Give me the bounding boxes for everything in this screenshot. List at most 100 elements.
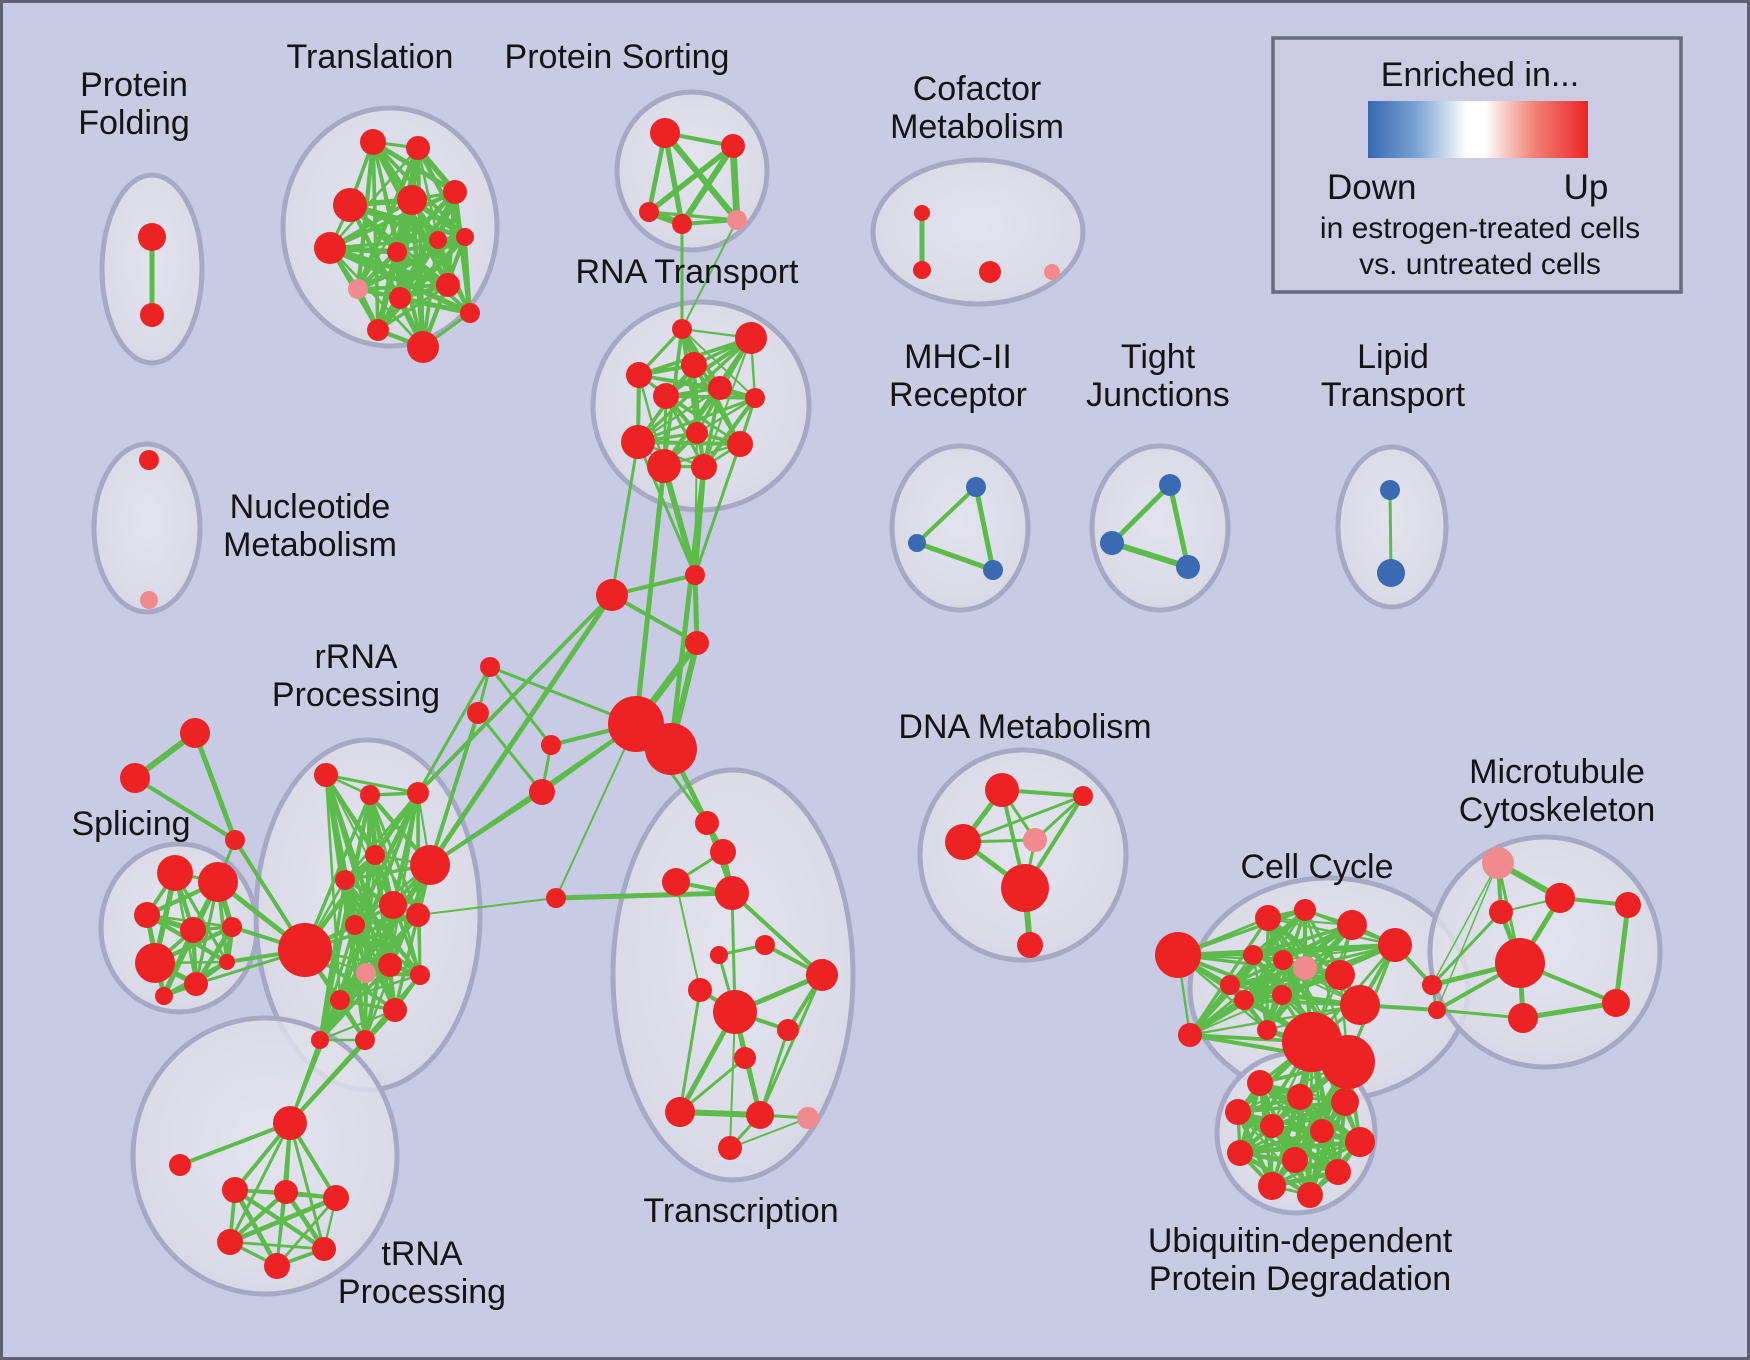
gene-set-node-ub11[interactable] — [1258, 1172, 1286, 1200]
gene-set-node-ps3[interactable] — [639, 202, 659, 222]
gene-set-node-lt1[interactable] — [1380, 480, 1400, 500]
gene-set-node-rt3[interactable] — [681, 352, 707, 378]
gene-set-node-t8[interactable] — [429, 231, 447, 249]
gene-set-node-dm1[interactable] — [985, 773, 1019, 807]
gene-set-node-sp8[interactable] — [219, 954, 235, 970]
gene-set-node-sp3[interactable] — [134, 902, 160, 928]
gene-set-node-t13[interactable] — [460, 303, 480, 323]
gene-set-node-ub8[interactable] — [1227, 1140, 1253, 1166]
gene-set-node-tn1[interactable] — [222, 1177, 248, 1203]
gene-set-node-hub2[interactable] — [645, 723, 697, 775]
gene-set-node-mcL1[interactable] — [1422, 975, 1442, 995]
gene-set-node-cc14[interactable] — [1257, 1020, 1277, 1040]
gene-set-node-t14[interactable] — [407, 331, 439, 363]
gene-set-node-rt4[interactable] — [626, 362, 652, 388]
gene-set-node-rr14[interactable] — [330, 990, 350, 1010]
gene-set-node-tj1[interactable] — [1159, 474, 1181, 496]
gene-set-node-rr4[interactable] — [365, 845, 385, 865]
gene-set-node-rt5[interactable] — [653, 383, 679, 409]
gene-set-node-cc1[interactable] — [1155, 932, 1201, 978]
gene-set-node-pf2[interactable] — [140, 303, 164, 327]
gene-set-node-dm2[interactable] — [1073, 786, 1093, 806]
gene-set-node-rr1[interactable] — [314, 763, 338, 787]
gene-set-node-dm6[interactable] — [1017, 932, 1043, 958]
gene-set-node-ps2[interactable] — [721, 134, 745, 158]
gene-set-node-cc11[interactable] — [1234, 990, 1254, 1010]
gene-set-node-sp1[interactable] — [157, 855, 193, 891]
gene-set-node-cn1[interactable] — [685, 565, 705, 585]
gene-set-node-tn2[interactable] — [274, 1180, 298, 1204]
gene-set-node-t9[interactable] — [456, 228, 474, 246]
gene-set-node-ub1[interactable] — [1247, 1070, 1273, 1096]
gene-set-node-cc7[interactable] — [1243, 945, 1263, 965]
gene-set-node-tn5[interactable] — [312, 1237, 336, 1261]
gene-set-node-t4[interactable] — [397, 185, 427, 215]
gene-set-node-rr8[interactable] — [406, 903, 430, 927]
gene-set-node-rr3[interactable] — [407, 782, 429, 804]
gene-set-node-sp7[interactable] — [184, 972, 208, 996]
gene-set-node-sp6[interactable] — [135, 943, 175, 983]
gene-set-node-pf1[interactable] — [138, 223, 166, 251]
gene-set-node-tj3[interactable] — [1176, 555, 1200, 579]
gene-set-node-ps1[interactable] — [650, 118, 680, 148]
gene-set-node-ub5[interactable] — [1260, 1114, 1284, 1138]
gene-set-node-rr6[interactable] — [335, 870, 355, 890]
gene-set-node-ub4[interactable] — [1225, 1099, 1251, 1125]
gene-set-node-t5[interactable] — [443, 180, 467, 204]
gene-set-node-tl[interactable] — [169, 1154, 191, 1176]
gene-set-node-t6[interactable] — [314, 232, 346, 264]
gene-set-node-ub3[interactable] — [1331, 1088, 1359, 1116]
gene-set-node-t2[interactable] — [406, 136, 430, 160]
gene-set-node-rt12[interactable] — [691, 454, 717, 480]
gene-set-node-rt10[interactable] — [727, 431, 753, 457]
gene-set-node-tx2[interactable] — [710, 839, 736, 865]
gene-set-node-mc7[interactable] — [1615, 892, 1641, 918]
gene-set-node-tx11[interactable] — [734, 1047, 756, 1069]
gene-set-node-lt2[interactable] — [1377, 559, 1405, 587]
gene-set-node-cc15[interactable] — [1220, 975, 1240, 995]
gene-set-node-rt7[interactable] — [745, 388, 765, 408]
gene-set-node-tx1[interactable] — [695, 811, 719, 835]
gene-set-node-ub12[interactable] — [1297, 1182, 1323, 1208]
gene-set-node-cm3[interactable] — [979, 261, 1001, 283]
gene-set-node-t7[interactable] — [387, 242, 407, 262]
gene-set-node-mh1[interactable] — [966, 477, 986, 497]
gene-set-node-rt9[interactable] — [621, 425, 655, 459]
gene-set-node-tr1[interactable] — [180, 718, 210, 748]
gene-set-node-mc6[interactable] — [1602, 989, 1630, 1017]
gene-set-node-rt2[interactable] — [735, 322, 767, 354]
gene-set-node-rr17[interactable] — [311, 1031, 329, 1049]
gene-set-node-rr10[interactable] — [345, 915, 365, 935]
gene-set-node-cc6[interactable] — [1378, 928, 1412, 962]
gene-set-node-cm4[interactable] — [1044, 264, 1060, 280]
gene-set-node-cn4[interactable] — [480, 657, 500, 677]
gene-set-node-cc12[interactable] — [1272, 985, 1292, 1005]
gene-set-node-cn6[interactable] — [541, 735, 561, 755]
gene-set-node-sp2[interactable] — [198, 862, 238, 902]
gene-set-node-cn3[interactable] — [685, 631, 709, 655]
gene-set-node-tx4[interactable] — [715, 876, 749, 910]
gene-set-node-cn5[interactable] — [467, 702, 489, 724]
gene-set-node-rt1[interactable] — [672, 319, 692, 339]
gene-set-node-sp5[interactable] — [222, 917, 242, 937]
gene-set-node-mcL2[interactable] — [1428, 1001, 1446, 1019]
gene-set-node-t12[interactable] — [436, 273, 460, 297]
gene-set-node-tx3[interactable] — [662, 868, 690, 896]
gene-set-node-cc13[interactable] — [1340, 985, 1380, 1025]
gene-set-node-mc1[interactable] — [1482, 847, 1514, 879]
gene-set-node-tn3[interactable] — [323, 1185, 349, 1211]
gene-set-node-rr2[interactable] — [360, 785, 380, 805]
gene-set-node-ps4[interactable] — [672, 214, 692, 234]
gene-set-node-mc5[interactable] — [1508, 1003, 1538, 1033]
gene-set-node-mh2[interactable] — [908, 534, 926, 552]
gene-set-node-rr11[interactable] — [356, 963, 376, 983]
gene-set-node-rt8[interactable] — [686, 422, 708, 444]
gene-set-node-dm5[interactable] — [1001, 864, 1049, 912]
gene-set-node-t3[interactable] — [333, 188, 367, 222]
gene-set-node-dm3[interactable] — [945, 824, 981, 860]
gene-set-node-tx10[interactable] — [777, 1019, 799, 1041]
gene-set-node-tx5[interactable] — [755, 935, 775, 955]
gene-set-node-tx14[interactable] — [797, 1107, 819, 1129]
gene-set-node-cc5[interactable] — [1337, 910, 1367, 940]
gene-set-node-t10[interactable] — [348, 279, 368, 299]
